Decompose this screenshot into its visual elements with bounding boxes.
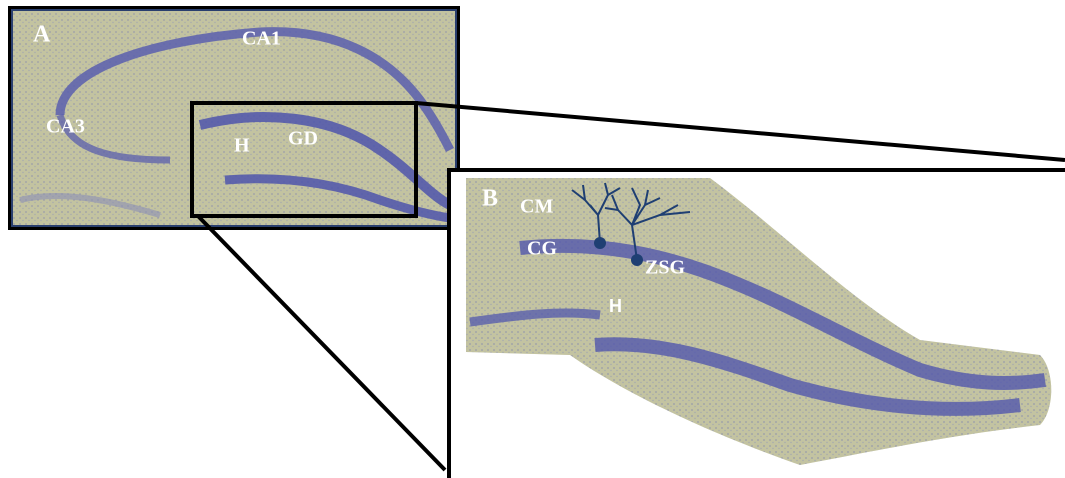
region-label: GD: [288, 128, 318, 150]
connector: [198, 216, 445, 470]
panel-label: A: [33, 22, 51, 48]
region-label: H: [609, 296, 622, 316]
region-label: ZSG: [645, 257, 685, 279]
region-label: CA3: [46, 116, 85, 138]
neuron-body: [631, 254, 643, 266]
region-label: H: [234, 135, 250, 157]
page: A CA1 CA3 H GD B CM CG ZSG H (() => { co…: [0, 0, 1065, 478]
panel-label: B: [482, 186, 498, 212]
region-label: CG: [527, 238, 557, 260]
connector: [416, 103, 1065, 160]
region-label: CM: [520, 196, 553, 218]
region-label: CA1: [242, 28, 281, 50]
figure: A CA1 CA3 H GD B CM CG ZSG H: [0, 0, 1065, 478]
neuron-body: [594, 237, 606, 249]
